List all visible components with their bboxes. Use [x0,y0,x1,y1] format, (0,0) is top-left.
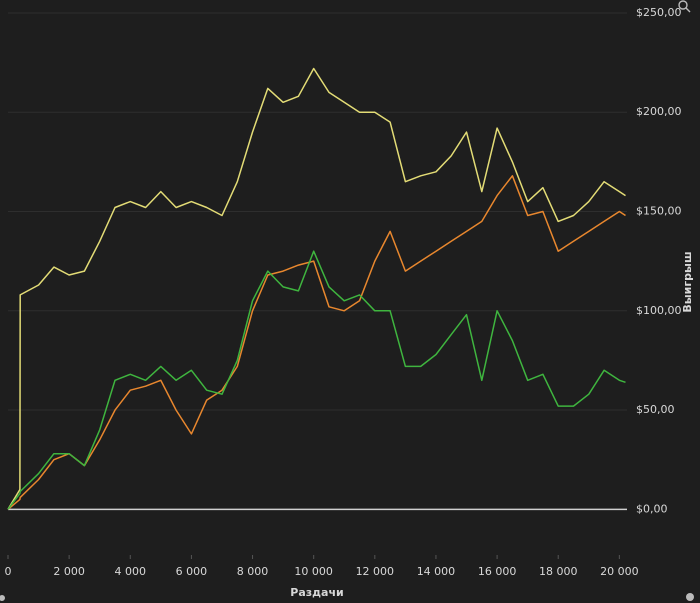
x-axis-title: Раздачи [290,586,343,599]
settings-icon[interactable] [0,595,5,601]
y-tick-label: $50,00 [636,403,675,416]
y-tick-label: $150,00 [636,204,682,217]
series-line [7,175,626,510]
info-icon[interactable] [686,593,694,601]
y-tick-label: $200,00 [636,105,682,118]
x-tick-label: 14 000 [417,565,456,578]
x-tick-label: 18 000 [539,565,578,578]
zoom-icon[interactable] [678,0,691,13]
series-line [7,250,626,510]
x-tick-label: 0 [5,565,12,578]
series-line [7,67,626,510]
x-tick-label: 2 000 [53,565,85,578]
x-tick-label: 20 000 [600,565,639,578]
x-tick-label: 16 000 [478,565,517,578]
y-tick-label: $250,00 [636,6,682,19]
x-tick-label: 12 000 [356,565,395,578]
x-tick-label: 10 000 [294,565,333,578]
x-tick-label: 4 000 [115,565,147,578]
y-tick-label: $100,00 [636,304,682,317]
y-tick-label: $0,00 [636,502,668,515]
x-tick-label: 8 000 [237,565,269,578]
x-tick-label: 6 000 [176,565,208,578]
y-axis-title: Выигрыш [681,251,694,312]
